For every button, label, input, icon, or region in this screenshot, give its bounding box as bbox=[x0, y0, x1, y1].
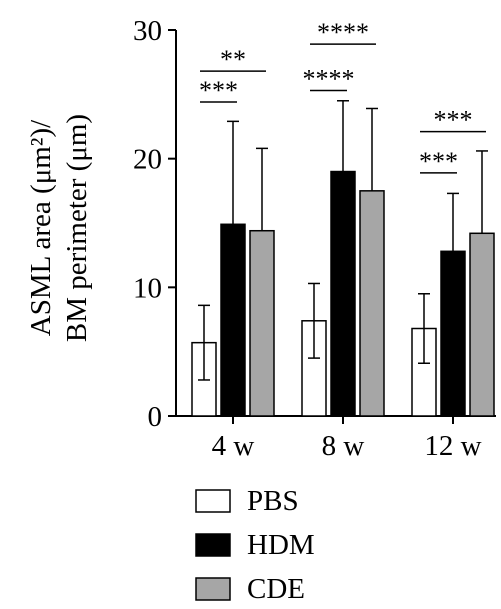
legend-swatch-cde bbox=[195, 577, 231, 601]
bar-hdm bbox=[440, 250, 466, 417]
significance-label: **** bbox=[303, 64, 355, 93]
significance-label: **** bbox=[317, 18, 369, 47]
x-tick-label: 12 w bbox=[424, 430, 481, 462]
bar-hdm bbox=[220, 223, 246, 417]
y-tick-label: 10 bbox=[133, 272, 162, 304]
y-tick-label: 0 bbox=[148, 401, 163, 433]
legend-swatch-hdm bbox=[195, 533, 231, 557]
legend-label-hdm: HDM bbox=[247, 529, 315, 561]
y-axis-label-line2: BM perimeter (μm) bbox=[61, 114, 93, 342]
legend-label-pbs: PBS bbox=[247, 485, 299, 517]
x-tick-label: 8 w bbox=[322, 430, 365, 462]
legend-label-cde: CDE bbox=[247, 573, 305, 605]
bar-cde bbox=[469, 232, 495, 417]
y-tick-label: 20 bbox=[133, 144, 162, 176]
x-tick-label: 4 w bbox=[212, 430, 255, 462]
significance-label: *** bbox=[199, 76, 238, 105]
bar-cde bbox=[359, 190, 385, 417]
legend: PBS HDM CDE bbox=[195, 485, 315, 605]
bar-cde bbox=[249, 229, 275, 417]
legend-swatch-pbs bbox=[195, 489, 231, 513]
significance-label: *** bbox=[419, 147, 458, 176]
significance-label: *** bbox=[434, 106, 473, 135]
y-axis-label: ASML area (μm²)/ BM perimeter (μm) bbox=[25, 114, 93, 342]
y-axis-label-line1: ASML area (μm²)/ bbox=[25, 119, 57, 336]
y-tick-label: 30 bbox=[133, 15, 162, 47]
significance-label: ** bbox=[220, 45, 246, 74]
bar-hdm bbox=[330, 170, 356, 417]
